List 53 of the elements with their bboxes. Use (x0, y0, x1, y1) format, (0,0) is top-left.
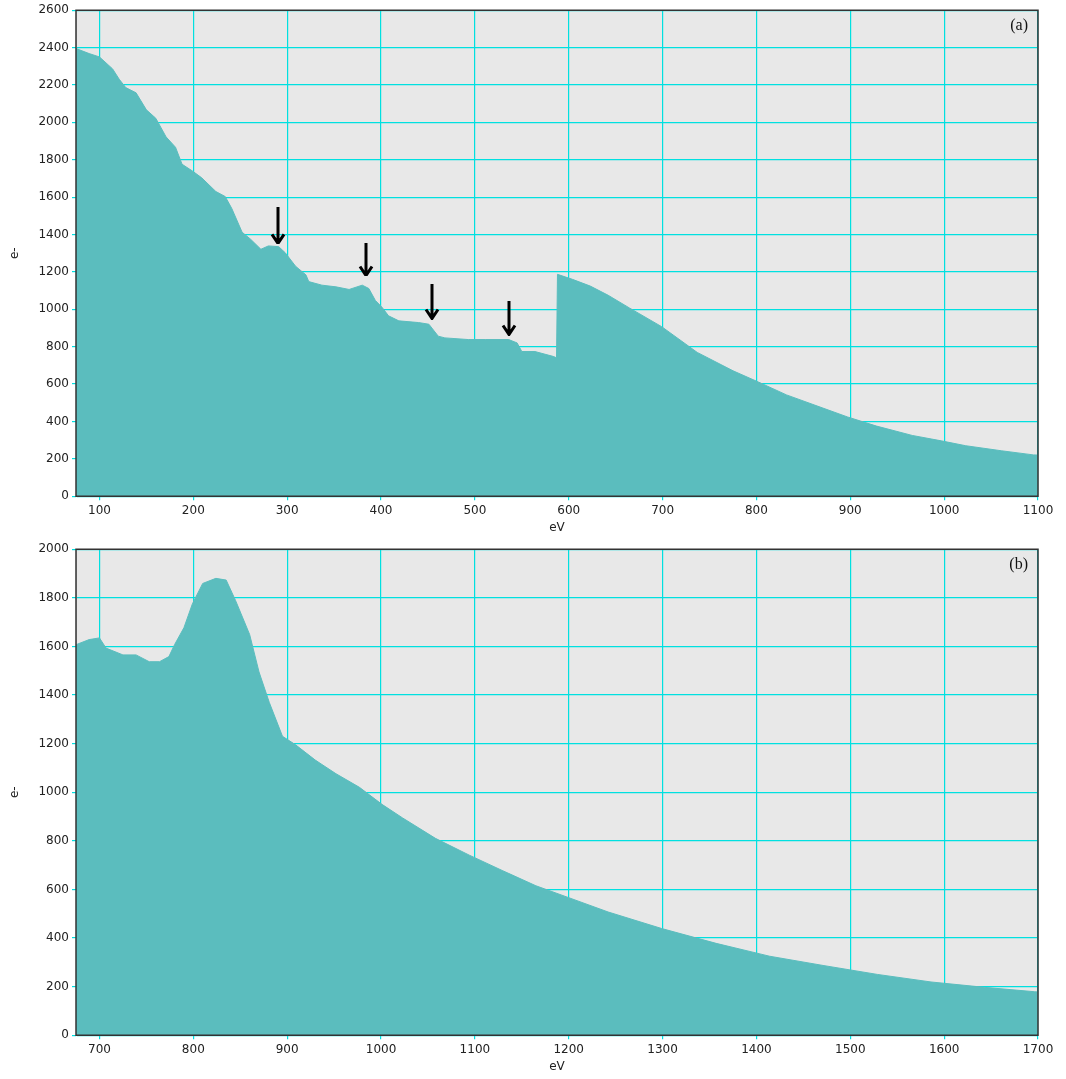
y-tick-label: 1000 (38, 301, 69, 316)
y-tick-label: 1800 (38, 589, 69, 604)
x-tick-label: 500 (463, 502, 487, 517)
y-tick-label: 0 (61, 488, 69, 503)
x-tick-label: 800 (744, 502, 768, 517)
x-tick-label: 700 (88, 1041, 111, 1056)
y-tick-label: 600 (46, 376, 69, 391)
x-tick-label: 1000 (928, 502, 960, 517)
y-tick-label: 1200 (38, 264, 69, 279)
y-tick-label: 0 (61, 1027, 69, 1042)
y-tick-label: 200 (46, 450, 69, 465)
y-tick-label: 2400 (38, 39, 69, 54)
y-tick-label: 1800 (38, 151, 69, 166)
y-axis-title: e- (7, 786, 22, 799)
annotation: (a) (1010, 16, 1028, 35)
x-tick-label: 600 (557, 502, 581, 517)
y-tick-label: 600 (46, 881, 69, 896)
x-tick-label: 1300 (647, 1041, 678, 1056)
x-tick-label: 1000 (365, 1041, 397, 1056)
y-tick-label: 400 (46, 413, 69, 428)
x-tick-label: 900 (838, 502, 862, 517)
y-tick-label: 800 (46, 338, 69, 353)
y-tick-label: 800 (46, 832, 69, 847)
y-axis-title: e- (7, 247, 22, 260)
x-tick-label: 1600 (928, 1041, 960, 1056)
x-axis-title: eV (549, 1058, 566, 1073)
x-tick-label: 1200 (553, 1041, 585, 1056)
x-tick-label: 300 (275, 502, 299, 517)
x-tick-label: 200 (181, 502, 205, 517)
y-tick-label: 2000 (38, 114, 69, 129)
x-tick-label: 900 (275, 1041, 299, 1056)
y-tick-label: 1600 (38, 189, 69, 204)
x-tick-label: 1100 (459, 1041, 491, 1056)
x-tick-label: 1700 (1022, 1041, 1054, 1056)
y-tick-label: 1400 (38, 226, 69, 241)
y-tick-label: 2000 (38, 541, 69, 556)
annotation: (b) (1009, 555, 1028, 574)
y-tick-label: 200 (46, 978, 69, 993)
x-tick-label: 100 (88, 502, 111, 517)
y-tick-label: 1200 (38, 735, 69, 750)
y-tick-label: 1600 (38, 638, 69, 653)
x-tick-label: 1100 (1022, 502, 1054, 517)
x-tick-label: 400 (369, 502, 393, 517)
y-tick-label: 2200 (38, 77, 69, 92)
x-tick-label: 1500 (835, 1041, 866, 1056)
y-tick-label: 1400 (38, 687, 69, 702)
y-tick-label: 1000 (38, 784, 69, 799)
x-axis-title: eV (549, 519, 566, 534)
x-tick-label: 700 (651, 502, 675, 517)
x-tick-label: 1400 (741, 1041, 772, 1056)
x-tick-label: 800 (181, 1041, 205, 1056)
y-tick-label: 2600 (38, 2, 69, 17)
y-tick-label: 400 (46, 930, 69, 945)
